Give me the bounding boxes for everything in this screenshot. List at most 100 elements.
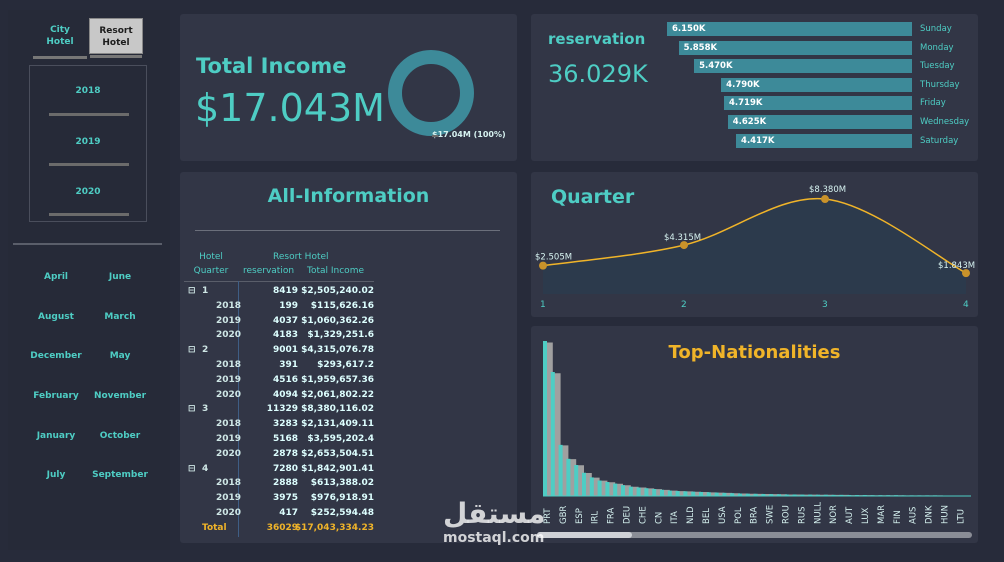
table-row[interactable]: 2018 2888 $613,388.02 xyxy=(188,476,378,491)
nationality-bar[interactable] xyxy=(636,487,641,496)
table-row[interactable]: ⊟ 4 7280 $1,842,901.41 xyxy=(188,462,378,477)
total-row[interactable]: Total 36029 $17,043,334.23 xyxy=(188,521,378,536)
reservation-bar-wednesday[interactable]: 4.625K xyxy=(727,115,912,129)
month-october[interactable]: October xyxy=(99,431,141,441)
nationality-bar[interactable] xyxy=(761,493,766,496)
reservation-bar-sunday[interactable]: 6.150K xyxy=(667,22,912,36)
table-row[interactable]: ⊟ 3 11329 $8,380,116.02 xyxy=(188,402,378,417)
nationality-bar[interactable] xyxy=(730,493,735,496)
table-row[interactable]: 2019 4516 $1,959,657.36 xyxy=(188,373,378,388)
month-november[interactable]: November xyxy=(93,391,147,401)
horizontal-scrollbar[interactable] xyxy=(537,532,972,538)
year-2020-button[interactable]: 2020 xyxy=(75,187,101,197)
year-2018-button[interactable]: 2018 xyxy=(75,86,101,96)
nationalities-bar-chart[interactable]: PRT GBR ESP IRL FRA DEU CHE CN ITA NLD BEL USA POL BR… xyxy=(531,326,978,543)
collapse-icon[interactable]: ⊟ xyxy=(188,286,196,296)
nationality-bar[interactable] xyxy=(667,490,672,496)
income-donut[interactable] xyxy=(386,48,476,138)
table-row[interactable]: 2019 5168 $3,595,202.4 xyxy=(188,432,378,447)
nationality-bar[interactable] xyxy=(722,492,727,496)
nationality-bar[interactable] xyxy=(613,483,618,496)
nationality-bar[interactable] xyxy=(675,491,680,496)
nationality-bar[interactable] xyxy=(660,489,664,496)
month-september[interactable]: September xyxy=(92,470,148,480)
table-row[interactable]: 2018 391 $293,617.2 xyxy=(188,358,378,373)
nationality-bar[interactable] xyxy=(574,465,579,496)
city-hotel-button[interactable]: City Hotel xyxy=(33,18,87,59)
nationality-bar[interactable] xyxy=(621,485,625,496)
nationality-bar[interactable] xyxy=(644,488,649,496)
nationality-bar[interactable] xyxy=(589,477,594,496)
nationality-bar[interactable] xyxy=(691,491,696,496)
table-row[interactable]: 2020 2878 $2,653,504.51 xyxy=(188,447,378,462)
month-march[interactable]: March xyxy=(104,312,136,322)
table-row[interactable]: 2018 3283 $2,131,409.11 xyxy=(188,417,378,432)
nationality-bar[interactable] xyxy=(738,493,742,496)
nationality-bar[interactable] xyxy=(839,494,844,496)
reservation-bar-tuesday[interactable]: 5.470K xyxy=(694,59,912,74)
table-row[interactable]: 2020 4094 $2,061,802.22 xyxy=(188,388,378,403)
collapse-icon[interactable]: ⊟ xyxy=(188,463,196,474)
table-row[interactable]: ⊟ 2 9001 $4,315,076.78 xyxy=(188,343,378,358)
total-income-card[interactable]: Total Income $17.043M $17.04M (100%) xyxy=(180,14,517,161)
nationality-bar[interactable] xyxy=(823,494,828,496)
quarter-point[interactable] xyxy=(680,241,688,250)
header-total-income[interactable]: Total Income xyxy=(307,266,364,276)
month-june[interactable]: June xyxy=(108,272,132,282)
nationality-bar[interactable] xyxy=(628,486,633,496)
month-february[interactable]: February xyxy=(33,391,79,401)
nationality-bar[interactable] xyxy=(745,493,750,496)
nationality-bar[interactable] xyxy=(792,494,797,496)
nationality-bar[interactable] xyxy=(566,458,571,496)
nationality-bar[interactable] xyxy=(706,492,711,496)
reservation-bar-monday[interactable]: 5.858K xyxy=(678,40,912,55)
nationality-bar[interactable] xyxy=(777,494,781,496)
month-january[interactable]: January xyxy=(36,431,76,441)
quarter-point[interactable] xyxy=(539,261,547,270)
header-reservation[interactable]: reservation xyxy=(243,266,295,276)
month-april[interactable]: April xyxy=(43,272,69,282)
nationality-bar[interactable] xyxy=(558,444,563,496)
resort-hotel-button[interactable]: Resort Hotel xyxy=(89,18,143,58)
quarter-line-chart[interactable]: $2.505M 1 $4.315M 2 $8.380M 3 $1.843M 4 xyxy=(531,172,978,317)
nationality-bar[interactable] xyxy=(714,492,719,496)
collapse-icon[interactable]: ⊟ xyxy=(188,345,196,356)
reservation-bar-thursday[interactable]: 4.790K xyxy=(721,77,912,92)
table-row[interactable]: 2020 417 $252,594.48 xyxy=(188,506,378,521)
table-row[interactable]: 2019 4037 $1,060,362.26 xyxy=(188,314,378,329)
reservation-bar-friday[interactable]: 4.719K xyxy=(724,96,912,111)
all-information-card[interactable]: All-Information Hotel Quarter Resort Hot… xyxy=(180,172,517,543)
month-december[interactable]: December xyxy=(30,351,82,361)
nationality-bar[interactable] xyxy=(784,494,789,496)
nationality-bar[interactable] xyxy=(652,489,657,496)
nationality-bar[interactable] xyxy=(699,491,703,496)
scrollbar-thumb[interactable] xyxy=(537,532,632,538)
year-2019-button[interactable]: 2019 xyxy=(75,137,101,147)
nationality-bar[interactable] xyxy=(800,494,805,496)
nationality-bar[interactable] xyxy=(550,372,555,496)
reservation-bar-saturday[interactable]: 4.417K xyxy=(736,133,912,148)
nationality-bar[interactable] xyxy=(753,493,758,496)
nationality-bar[interactable] xyxy=(816,494,820,496)
nationality-bar[interactable] xyxy=(605,482,610,496)
month-august[interactable]: August xyxy=(38,312,74,322)
nationalities-card[interactable]: Top-Nationalities PRT GBR ESP IRL FRA DEU CHE C… xyxy=(531,326,978,543)
table-row[interactable]: 2020 4183 $1,329,251.6 xyxy=(188,328,378,343)
nationality-bar[interactable] xyxy=(769,494,774,496)
month-july[interactable]: July xyxy=(46,470,66,480)
nationality-bar[interactable] xyxy=(683,491,688,496)
table-row[interactable]: ⊟ 1 8419 $2,505,240.02 xyxy=(188,284,378,299)
month-may[interactable]: May xyxy=(109,351,131,361)
nationality-bar[interactable] xyxy=(808,494,813,496)
reservation-card[interactable]: reservation 36.029K 6.150K Sunday 5.858K Mo… xyxy=(531,14,978,161)
nationality-bar[interactable] xyxy=(582,472,586,496)
nationality-bar[interactable] xyxy=(831,494,836,496)
quarter-point[interactable] xyxy=(962,269,970,278)
nationality-bar[interactable] xyxy=(543,341,547,496)
collapse-icon[interactable]: ⊟ xyxy=(188,404,196,415)
nationality-bar[interactable] xyxy=(597,480,602,497)
quarter-point[interactable] xyxy=(821,195,829,204)
table-row[interactable]: 2018 199 $115,626.16 xyxy=(188,299,378,314)
table-row[interactable]: 2019 3975 $976,918.91 xyxy=(188,491,378,506)
quarter-card[interactable]: Quarter $2.505M 1 $4.315M 2 $8.380M 3 $1.843M 4 xyxy=(531,172,978,317)
